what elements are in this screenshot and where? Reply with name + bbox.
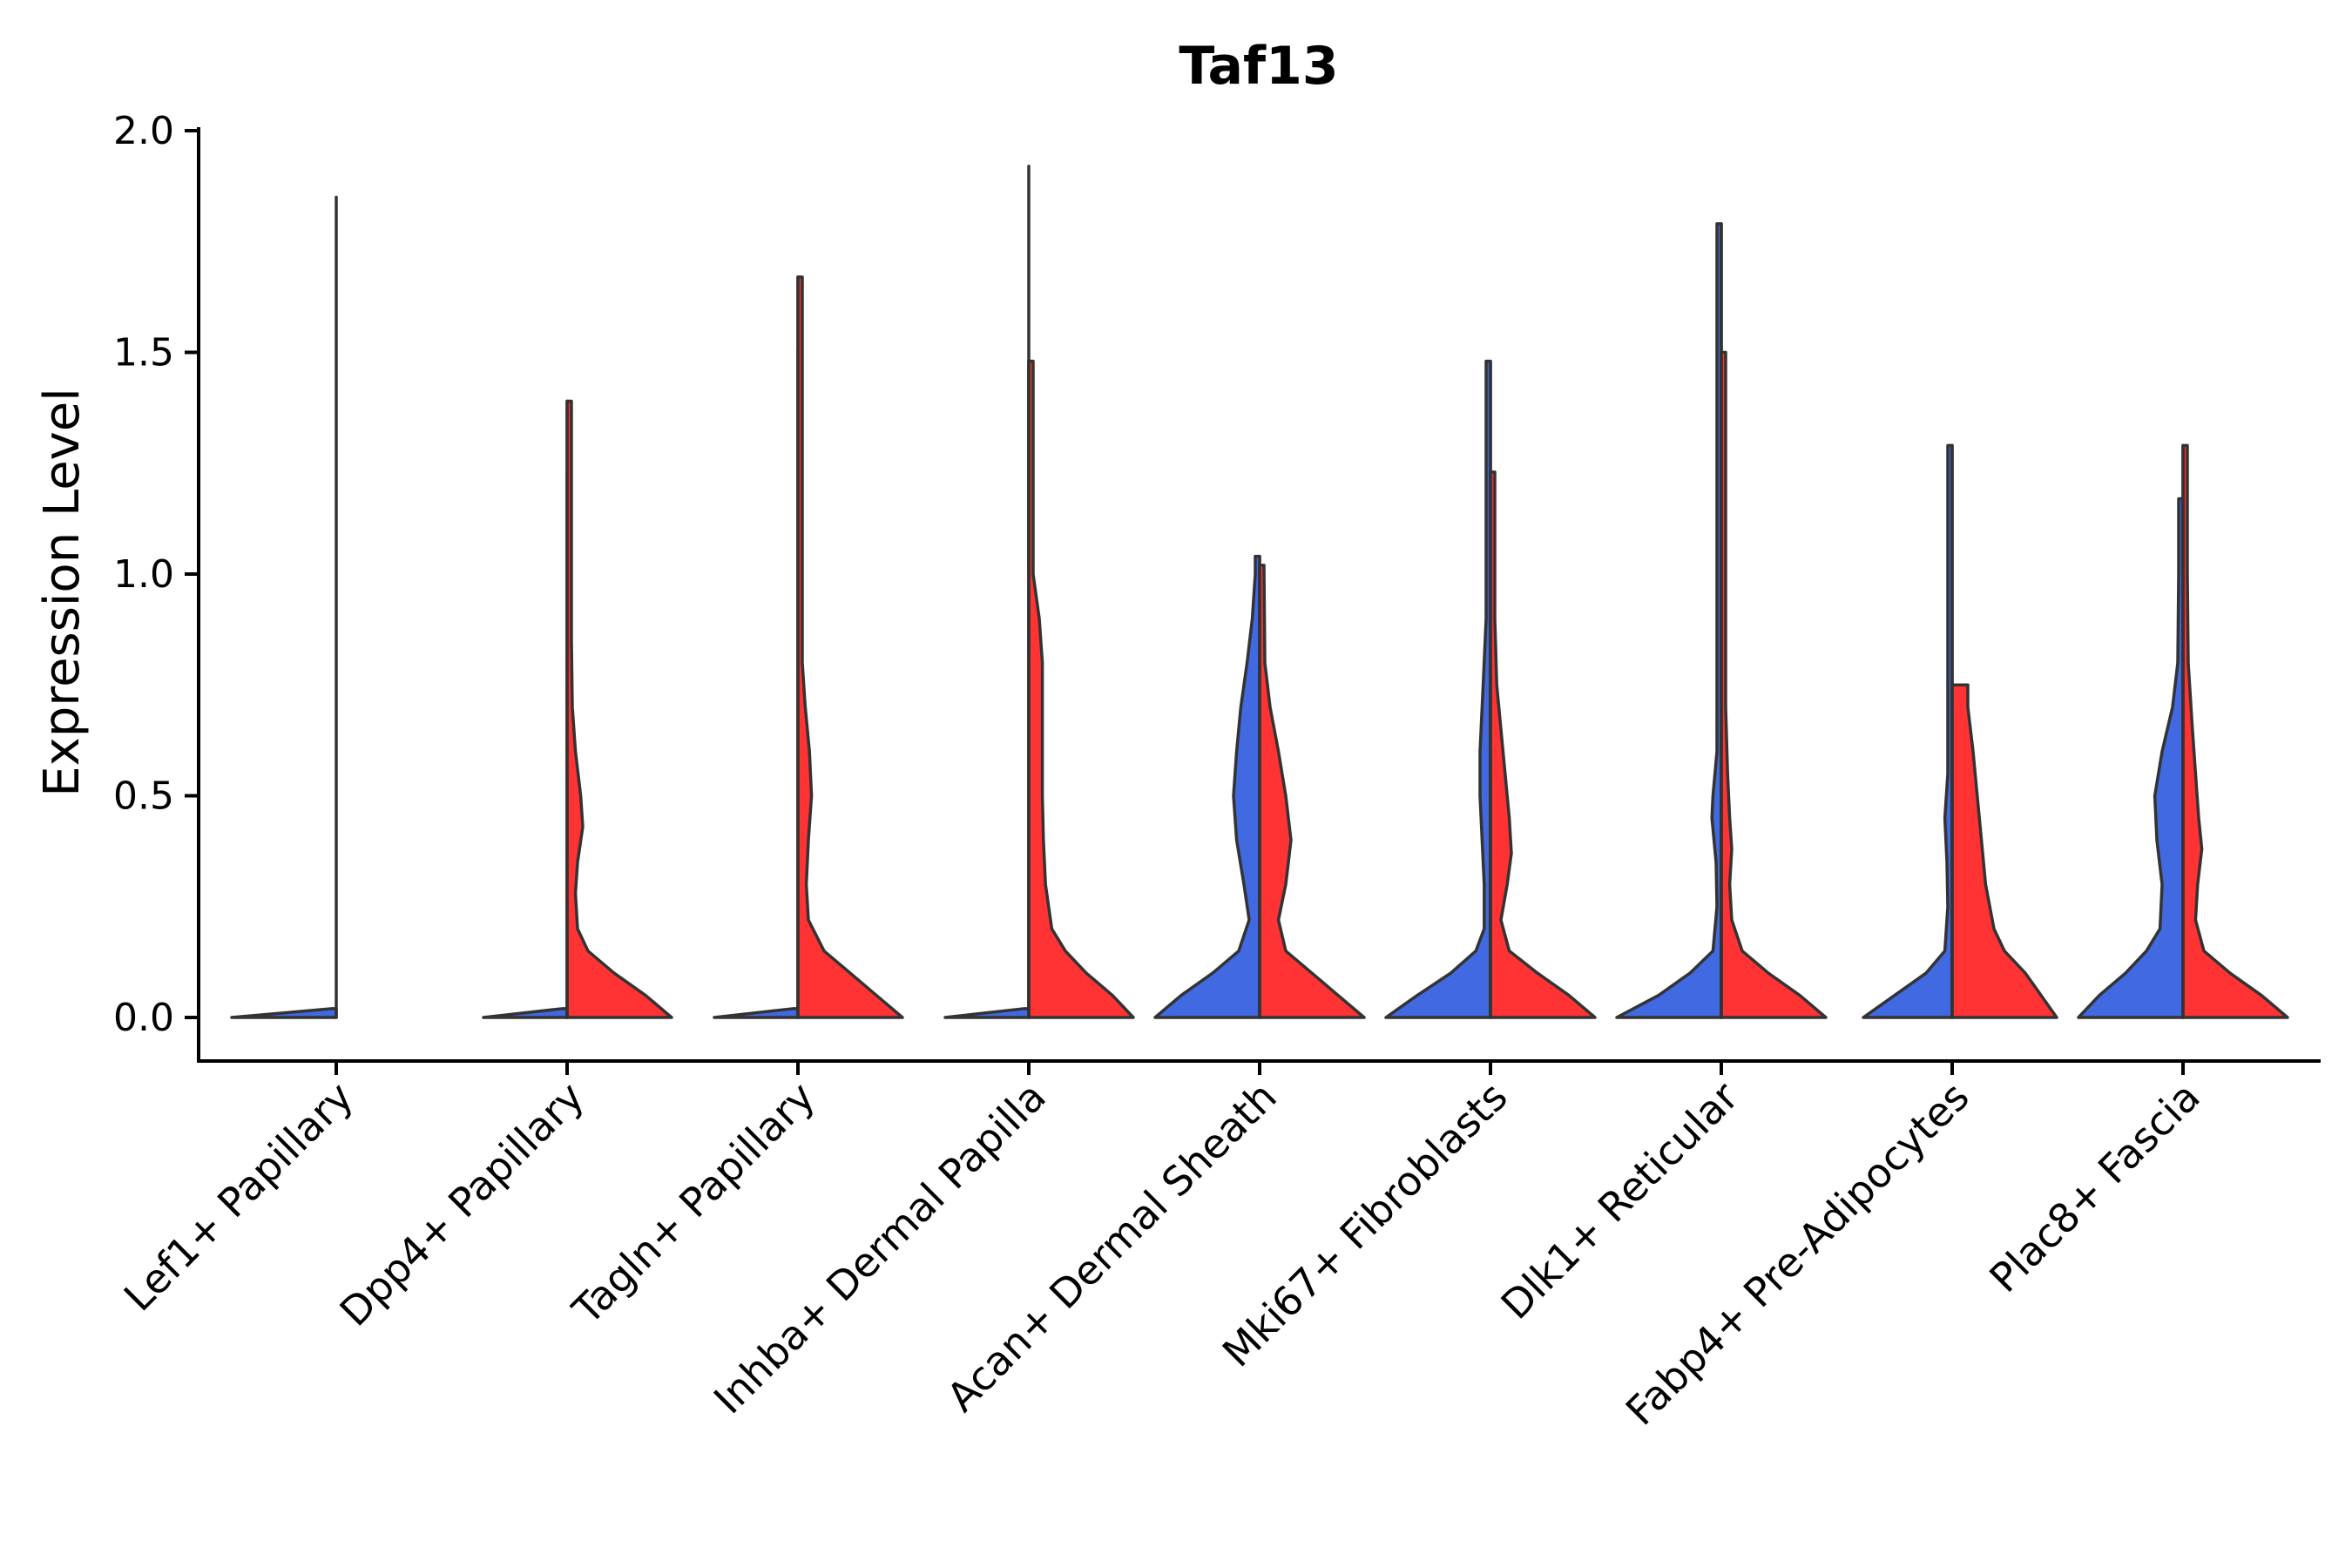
y-tick-label: 1.5 (113, 331, 174, 375)
violin-right-3 (1027, 359, 1135, 1019)
x-tick-label: Plac8+ Fascia (1980, 1073, 2208, 1301)
violin-group (230, 164, 2289, 1019)
violin-left-2 (713, 1007, 800, 1019)
violin-right-5 (1489, 470, 1597, 1019)
y-tick-label: 0.0 (113, 996, 174, 1040)
violin-left-4 (1153, 554, 1261, 1019)
violin-left-5 (1384, 359, 1492, 1019)
violin-right-2 (796, 275, 904, 1019)
x-tick-label: Dpp4+ Papillary (331, 1073, 593, 1335)
y-axis-label: Expression Level (34, 388, 91, 797)
violin-left-7 (1862, 443, 1954, 1019)
y-tick-label: 1.0 (113, 552, 174, 597)
violin-left-6 (1615, 222, 1723, 1019)
chart-title: Taf13 (1179, 36, 1338, 97)
violin-left-1 (482, 1007, 569, 1019)
violin-right-8 (2181, 443, 2289, 1019)
x-tick-label: Lef1+ Papillary (115, 1073, 362, 1321)
y-tick-label: 0.5 (113, 774, 174, 819)
violin-left-8 (2077, 497, 2185, 1019)
violin-right-1 (565, 399, 673, 1019)
violin-right-6 (1720, 350, 1828, 1019)
violin-right-4 (1258, 564, 1366, 1019)
y-tick-label: 2.0 (113, 109, 174, 153)
y-axis: 0.0 0.5 1.0 1.5 2.0 (113, 109, 200, 1061)
x-tick-label: Tagln+ Papillary (563, 1073, 824, 1335)
x-tick-label: Dlk1+ Reticular (1492, 1073, 1747, 1328)
violin-left-3 (943, 1007, 1031, 1019)
violin-right-7 (1950, 683, 2058, 1019)
violin-left-0 (230, 1007, 338, 1019)
